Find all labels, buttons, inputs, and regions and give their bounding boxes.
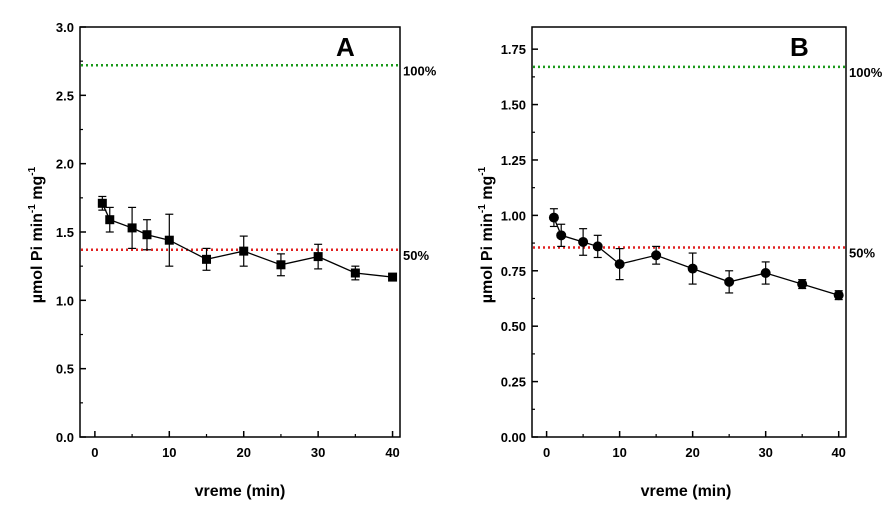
panel-a-x-tick-label: 10	[162, 445, 176, 460]
panel-a-data-point	[97, 198, 107, 208]
panel-a-y-tick-label: 0.0	[56, 430, 74, 445]
panel-a-x-tick-label: 20	[236, 445, 250, 460]
panel-b-plot-frame	[531, 26, 847, 438]
panel-b-x-tick-label: 30	[758, 445, 772, 460]
panel-a-marks: 0 10 20 30 40 0.0 0.5 1.0 1.5 2.0 2.5 3.0	[56, 20, 401, 460]
panel-a-data-point	[276, 260, 286, 270]
panel-a-data-point	[239, 246, 249, 256]
panel-b-x-axis-title: vreme (min)	[641, 483, 732, 500]
panel-a-y-tick-label: 0.5	[56, 362, 74, 377]
panel-b-y-tick-label: 0.00	[501, 430, 526, 445]
panel-b-y-tick-label: 0.25	[501, 375, 526, 390]
panel-a: 0 10 20 30 40 0.0 0.5 1.0 1.5 2.0 2.5 3.0 A vreme (…	[27, 20, 437, 500]
panel-b-data-point	[556, 230, 567, 241]
panel-b-data-point	[760, 268, 771, 278]
panel-a-y-tick-label: 2.5	[56, 88, 74, 103]
panel-a-y-tick-label: 1.0	[56, 293, 74, 308]
panel-b-y-tick-label: 1.00	[501, 208, 526, 223]
panel-b-marks: 0 10 20 30 40 0.00 0.25 0.50 0.75 1.00 1.25 1.50 1.7…	[501, 26, 847, 460]
panel-a-y-tick-label: 3.0	[56, 20, 74, 35]
panel-a-data-point	[164, 235, 174, 245]
panel-a-data-point	[313, 252, 323, 262]
panel-b-y-tick-label: 1.75	[501, 42, 526, 57]
panel-b-data-point	[797, 279, 808, 290]
panel-b-data-point	[614, 259, 625, 270]
panel-b-y-tick-label: 1.25	[501, 153, 526, 168]
panel-b-letter: B	[790, 32, 809, 62]
panel-b-y-tick-label: 1.50	[501, 98, 526, 113]
panel-a-data-point	[388, 272, 398, 282]
panel-a-x-tick-label: 40	[385, 445, 399, 460]
panel-a-data-point	[127, 223, 137, 233]
panel-b-data-point	[833, 290, 844, 301]
panel-a-x-tick-label: 0	[91, 445, 98, 460]
panel-a-letter: A	[336, 32, 355, 62]
panel-b-y-axis-title: µmol Pi min-1 mg-1	[477, 166, 496, 303]
panel-a-data-point	[142, 230, 152, 240]
panel-a-x-axis-title: vreme (min)	[195, 483, 286, 500]
panel-b-data-point	[578, 236, 589, 247]
panel-b: 0 10 20 30 40 0.00 0.25 0.50 0.75 1.00 1.25 1.50 1.7…	[477, 26, 883, 500]
panel-b-x-tick-label: 10	[612, 445, 626, 460]
panel-a-y-axis-title: µmol Pi min-1 mg-1	[27, 166, 46, 303]
panel-b-y-tick-label: 0.50	[501, 319, 526, 334]
panel-b-data-point	[548, 212, 559, 223]
panel-a-data-point	[202, 254, 212, 264]
panel-b-data-point	[724, 276, 735, 287]
panel-b-x-tick-label: 20	[685, 445, 699, 460]
panel-b-data-point	[592, 241, 603, 252]
panel-b-y-tick-label: 0.75	[501, 264, 526, 279]
panel-a-ref-label-50: 50%	[403, 248, 429, 263]
panel-a-y-tick-label: 2.0	[56, 157, 74, 172]
panel-a-y-tick-label: 1.5	[56, 225, 74, 240]
panel-a-data-point	[105, 215, 115, 225]
panel-a-data-point	[350, 268, 360, 278]
panel-b-ref-label-100: 100%	[849, 65, 883, 80]
panel-a-ref-label-100: 100%	[403, 63, 437, 78]
panel-b-x-tick-label: 40	[831, 445, 845, 460]
panel-b-data-point	[651, 250, 662, 261]
panel-a-x-tick-label: 30	[311, 445, 325, 460]
panel-b-x-tick-label: 0	[543, 445, 550, 460]
panel-b-data-point	[687, 263, 698, 274]
panel-b-ref-label-50: 50%	[849, 246, 875, 261]
